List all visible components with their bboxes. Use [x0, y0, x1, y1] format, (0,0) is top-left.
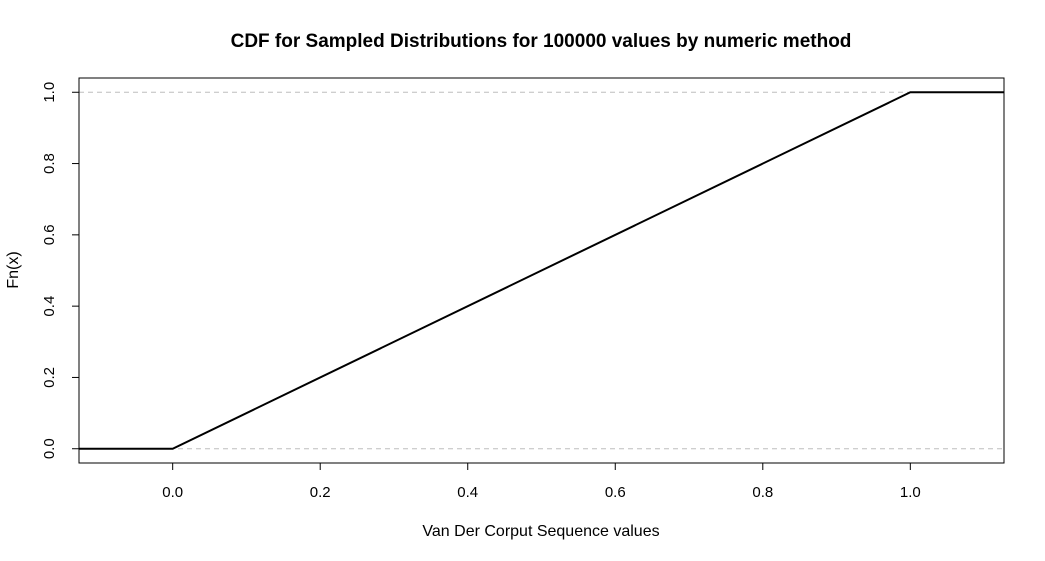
- y-tick-label: 0.4: [41, 296, 58, 317]
- y-tick-label: 0.6: [41, 224, 58, 245]
- chart-title: CDF for Sampled Distributions for 100000…: [231, 31, 852, 52]
- y-tick-label: 1.0: [41, 82, 58, 103]
- cdf-series-line-0: [79, 91, 1004, 450]
- y-axis-label: Fn(x): [5, 251, 22, 288]
- x-tick-label: 0.8: [752, 484, 773, 501]
- x-tick-label: 0.2: [310, 484, 331, 501]
- x-axis-label: Van Der Corput Sequence values: [422, 523, 659, 540]
- y-tick-label: 0.8: [41, 153, 58, 174]
- y-tick-label: 0.2: [41, 367, 58, 388]
- x-tick-label: 0.4: [457, 484, 478, 501]
- x-tick-label: 0.6: [605, 484, 626, 501]
- x-tick-label: 0.0: [162, 484, 183, 501]
- y-tick-label: 0.0: [41, 438, 58, 459]
- x-axis: 0.0 0.2 0.4 0.6 0.8 1.0: [162, 463, 921, 501]
- y-axis: 0.0 0.2 0.4 0.6 0.8 1.0: [41, 82, 79, 459]
- x-tick-label: 1.0: [900, 484, 921, 501]
- plot-frame: [78, 77, 1005, 464]
